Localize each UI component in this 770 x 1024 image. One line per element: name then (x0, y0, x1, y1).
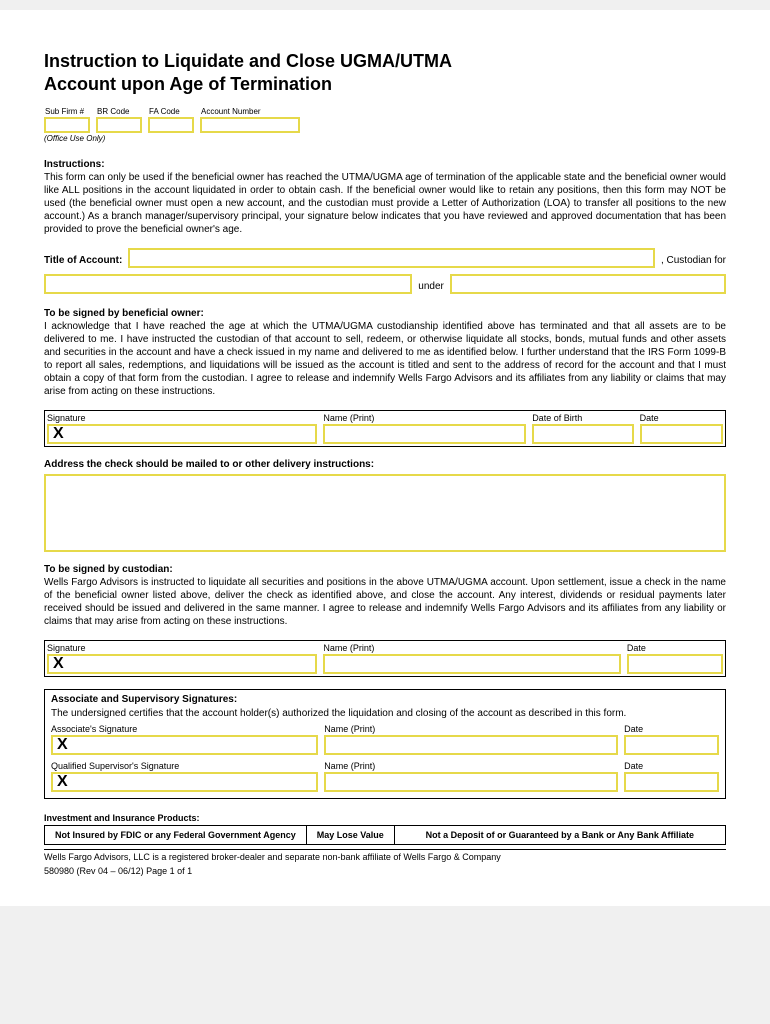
under-input[interactable] (450, 274, 726, 294)
subfirm-label: Sub Firm # (44, 107, 90, 116)
supervisory-block: Associate and Supervisory Signatures: Th… (44, 689, 726, 799)
address-head: Address the check should be mailed to or… (44, 459, 726, 470)
subfirm-input[interactable] (44, 117, 90, 133)
acctnum-label: Account Number (200, 107, 300, 116)
footer-company: Wells Fargo Advisors, LLC is a registere… (44, 849, 726, 862)
cust-sig-label: Signature (47, 643, 317, 653)
facode-input[interactable] (148, 117, 194, 133)
supervisory-body: The undersigned certifies that the accou… (51, 707, 719, 720)
owner-body: I acknowledge that I have reached the ag… (44, 320, 726, 398)
owner-sig-input[interactable]: X (47, 424, 317, 444)
sup-sig-label: Qualified Supervisor's Signature (51, 761, 318, 771)
page-title: Instruction to Liquidate and Close UGMA/… (44, 50, 726, 95)
custodian-for-label: , Custodian for (661, 255, 726, 268)
supervisory-head: Associate and Supervisory Signatures: (51, 694, 719, 705)
brcode-input[interactable] (96, 117, 142, 133)
sup-date-input[interactable] (624, 772, 719, 792)
sup-sig-input[interactable]: X (51, 772, 318, 792)
footer-rev: 580980 (Rev 04 – 06/12) Page 1 of 1 (44, 866, 726, 876)
office-note: (Office Use Only) (44, 134, 300, 143)
owner-name-input[interactable] (323, 424, 526, 444)
instructions-head: Instructions: (44, 159, 726, 170)
under-label: under (418, 281, 444, 294)
owner-date-input[interactable] (640, 424, 723, 444)
custodian-head: To be signed by custodian: (44, 564, 726, 575)
beneficiary-name-input[interactable] (44, 274, 412, 294)
disclosure-lose: May Lose Value (307, 826, 395, 844)
disclosure-head: Investment and Insurance Products: (44, 813, 726, 823)
assoc-sig-label: Associate's Signature (51, 724, 318, 734)
disclosure-fdic: Not Insured by FDIC or any Federal Gover… (45, 826, 307, 844)
owner-name-label: Name (Print) (323, 413, 526, 423)
owner-sig-label: Signature (47, 413, 317, 423)
owner-dob-input[interactable] (532, 424, 633, 444)
title-account-input[interactable] (128, 248, 655, 268)
custodian-signature-row: Signature X Name (Print) Date (44, 640, 726, 677)
assoc-name-input[interactable] (324, 735, 618, 755)
owner-dob-label: Date of Birth (532, 413, 633, 423)
owner-head: To be signed by beneficial owner: (44, 308, 726, 319)
disclosure-deposit: Not a Deposit of or Guaranteed by a Bank… (395, 826, 725, 844)
owner-date-label: Date (640, 413, 723, 423)
assoc-date-input[interactable] (624, 735, 719, 755)
custodian-body: Wells Fargo Advisors is instructed to li… (44, 576, 726, 628)
disclosure-row: Not Insured by FDIC or any Federal Gover… (44, 825, 726, 845)
form-page: Instruction to Liquidate and Close UGMA/… (0, 10, 770, 906)
sup-name-input[interactable] (324, 772, 618, 792)
cust-name-label: Name (Print) (323, 643, 620, 653)
acctnum-input[interactable] (200, 117, 300, 133)
assoc-name-label: Name (Print) (324, 724, 618, 734)
sup-date-label: Date (624, 761, 719, 771)
cust-name-input[interactable] (323, 654, 620, 674)
instructions-body: This form can only be used if the benefi… (44, 171, 726, 236)
cust-date-label: Date (627, 643, 723, 653)
cust-date-input[interactable] (627, 654, 723, 674)
owner-signature-row: Signature X Name (Print) Date of Birth D… (44, 410, 726, 447)
assoc-date-label: Date (624, 724, 719, 734)
address-input[interactable] (44, 474, 726, 552)
facode-label: FA Code (148, 107, 194, 116)
cust-sig-input[interactable]: X (47, 654, 317, 674)
sup-name-label: Name (Print) (324, 761, 618, 771)
title-account-label: Title of Account: (44, 255, 122, 268)
office-use-block: Sub Firm # BR Code FA Code Account Numbe… (44, 107, 300, 143)
brcode-label: BR Code (96, 107, 142, 116)
assoc-sig-input[interactable]: X (51, 735, 318, 755)
